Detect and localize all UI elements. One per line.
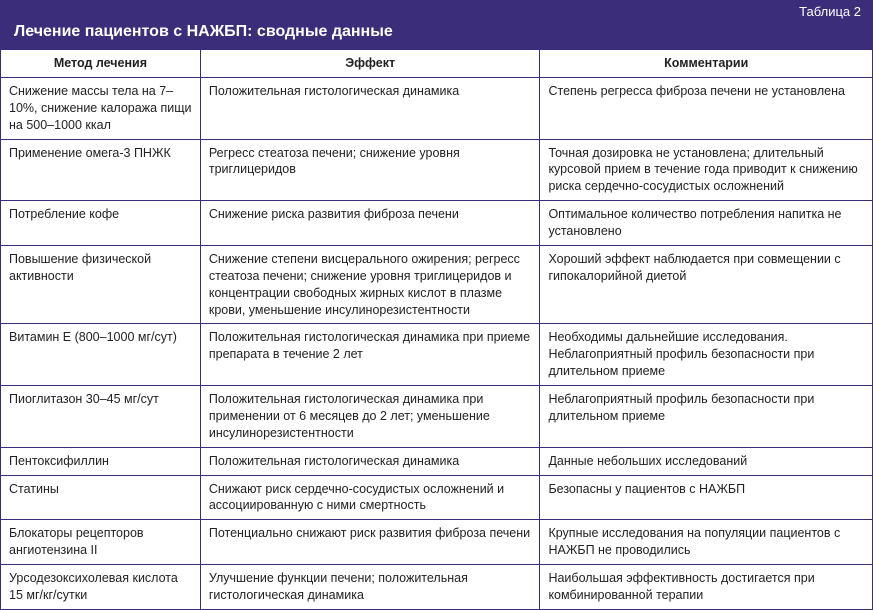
col-header-effect: Эффект bbox=[200, 50, 540, 78]
table-cell: Положительная гистологическая динамика п… bbox=[200, 324, 540, 386]
table-cell: Применение омега-3 ПНЖК bbox=[1, 139, 201, 201]
table-cell: Снижение массы тела на 7–10%, снижение к… bbox=[1, 77, 201, 139]
table-cell: Улучшение функции печени; положительная … bbox=[200, 565, 540, 610]
table-row: Снижение массы тела на 7–10%, снижение к… bbox=[1, 77, 873, 139]
col-header-method: Метод лечения bbox=[1, 50, 201, 78]
table-cell: Витамин Е (800–1000 мг/сут) bbox=[1, 324, 201, 386]
table-cell: Повышение физической активности bbox=[1, 245, 201, 324]
table-title: Лечение пациентов с НАЖБП: сводные данны… bbox=[0, 21, 873, 49]
table-row: Применение омега-3 ПНЖКРегресс стеатоза … bbox=[1, 139, 873, 201]
table-cell: Регресс стеатоза печени; снижение уровня… bbox=[200, 139, 540, 201]
table-cell: Потенциально снижают риск развития фибро… bbox=[200, 520, 540, 565]
table-cell: Наибольшая эффективность достигается при… bbox=[540, 565, 873, 610]
table-cell: Пентоксифиллин bbox=[1, 447, 201, 475]
table-row: ПентоксифиллинПоложительная гистологичес… bbox=[1, 447, 873, 475]
table-row: Витамин Е (800–1000 мг/сут)Положительная… bbox=[1, 324, 873, 386]
table-header-row: Метод лечения Эффект Комментарии bbox=[1, 50, 873, 78]
table-number: Таблица 2 bbox=[0, 0, 873, 21]
table-body: Снижение массы тела на 7–10%, снижение к… bbox=[1, 77, 873, 609]
table-cell: Снижают риск сердечно-сосудистых осложне… bbox=[200, 475, 540, 520]
treatment-table: Метод лечения Эффект Комментарии Снижени… bbox=[0, 49, 873, 610]
table-row: Блокаторы рецепторов ангиотензина IIПоте… bbox=[1, 520, 873, 565]
table-cell: Данные небольших исследований bbox=[540, 447, 873, 475]
table-cell: Блокаторы рецепторов ангиотензина II bbox=[1, 520, 201, 565]
table-row: Пиоглитазон 30–45 мг/сутПоложительная ги… bbox=[1, 386, 873, 448]
table-cell: Урсодезоксихолевая кислота 15 мг/кг/сутк… bbox=[1, 565, 201, 610]
table-cell: Снижение риска развития фиброза печени bbox=[200, 201, 540, 246]
table-cell: Статины bbox=[1, 475, 201, 520]
table-cell: Безопасны у пациентов с НАЖБП bbox=[540, 475, 873, 520]
table-row: Урсодезоксихолевая кислота 15 мг/кг/сутк… bbox=[1, 565, 873, 610]
col-header-comments: Комментарии bbox=[540, 50, 873, 78]
table-cell: Необходимы дальнейшие исследования. Небл… bbox=[540, 324, 873, 386]
table-cell: Точная дозировка не установлена; длитель… bbox=[540, 139, 873, 201]
table-row: Потребление кофеСнижение риска развития … bbox=[1, 201, 873, 246]
table-row: Повышение физической активностиСнижение … bbox=[1, 245, 873, 324]
table-row: СтатиныСнижают риск сердечно-сосудистых … bbox=[1, 475, 873, 520]
table-cell: Степень регресса фиброза печени не устан… bbox=[540, 77, 873, 139]
table-cell: Оптимальное количество потребления напит… bbox=[540, 201, 873, 246]
table-cell: Положительная гистологическая динамика bbox=[200, 77, 540, 139]
table-cell: Снижение степени висцерального ожирения;… bbox=[200, 245, 540, 324]
table-cell: Положительная гистологическая динамика п… bbox=[200, 386, 540, 448]
table-cell: Положительная гистологическая динамика bbox=[200, 447, 540, 475]
table-cell: Хороший эффект наблюдается при совмещени… bbox=[540, 245, 873, 324]
table-cell: Крупные исследования на популяции пациен… bbox=[540, 520, 873, 565]
table-cell: Неблагоприятный профиль безопасности при… bbox=[540, 386, 873, 448]
table-container: Таблица 2 Лечение пациентов с НАЖБП: сво… bbox=[0, 0, 873, 610]
table-cell: Потребление кофе bbox=[1, 201, 201, 246]
table-cell: Пиоглитазон 30–45 мг/сут bbox=[1, 386, 201, 448]
